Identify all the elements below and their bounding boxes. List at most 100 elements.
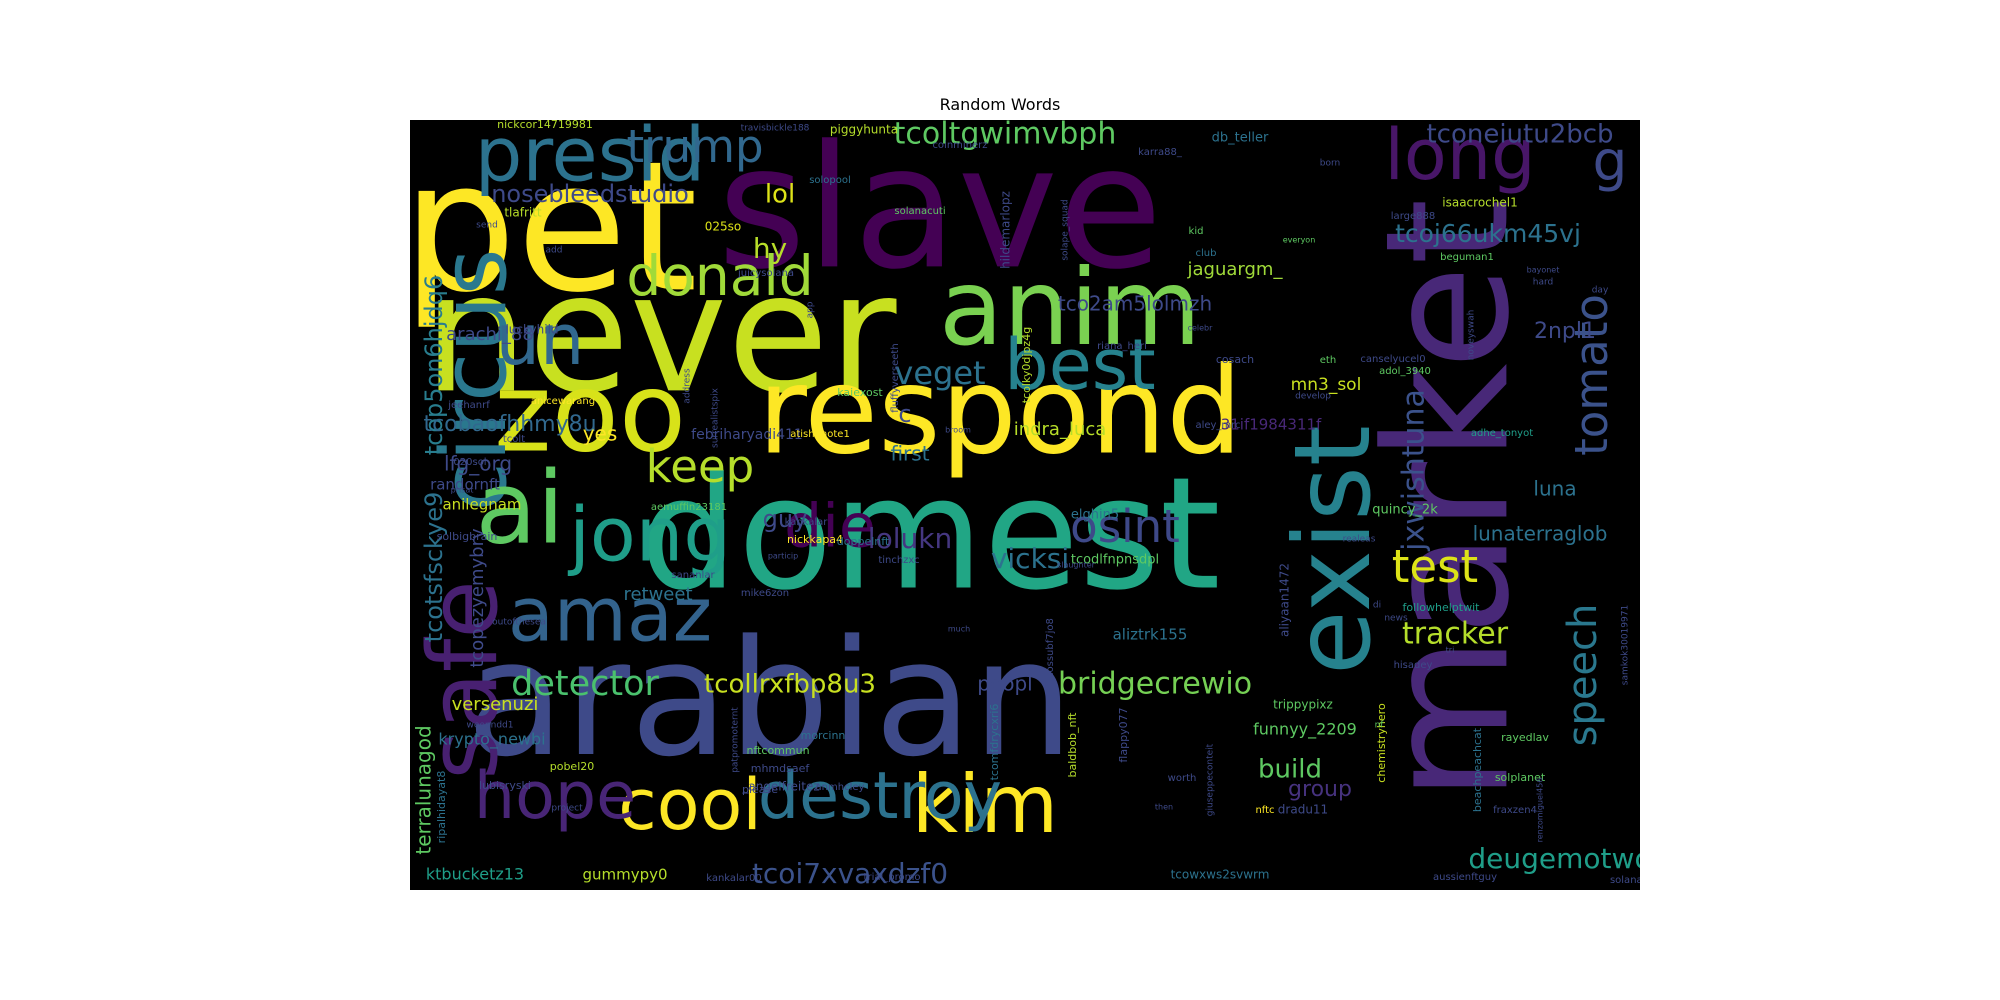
word-sananlar: sananlar <box>671 570 715 581</box>
word-gummypy0: gummypy0 <box>582 866 667 884</box>
word-kankalar00: kankalar00 <box>706 873 762 884</box>
word-lunaterraglob: lunaterraglob <box>1473 522 1608 546</box>
word-versenuzi: versenuzi <box>452 694 539 715</box>
word-tcolt: tcolt <box>503 434 525 445</box>
word-baldbob_nft: baldbob_nft <box>1066 712 1079 778</box>
word-nftcommun: nftcommun <box>746 744 809 757</box>
word-randornft: randornft <box>430 476 500 494</box>
word-tracker: tracker <box>1402 617 1509 652</box>
word-please: please <box>742 783 778 796</box>
word-dradu11: dradu11 <box>1278 803 1328 817</box>
word-best: best <box>1004 324 1155 406</box>
word-solbigbrain: solbigbrain <box>437 530 498 543</box>
word-tcotsfsckye9: tcotsfsckye9 <box>420 492 448 643</box>
word-hisadey: hisadey <box>1394 660 1433 671</box>
word-solplanet: solplanet <box>1495 771 1546 784</box>
word-hildemarlopz: hildemarlopz <box>999 191 1013 269</box>
word-anilegnam: anilegnam <box>442 496 521 514</box>
word-deugemotwo: deugemotwo <box>1468 842 1640 875</box>
word-aliyaan1472: aliyaan1472 <box>1278 563 1292 637</box>
word-solanakiddo: solanakiddo <box>1610 875 1640 886</box>
word-piggyhunta: piggyhunta <box>830 123 898 137</box>
word-indra_luca: indra_luca <box>1014 419 1107 440</box>
word-die: die <box>784 492 876 562</box>
word-tomato: tomato <box>1565 294 1618 456</box>
word-amaz: amaz <box>508 571 712 659</box>
word-much: much <box>948 625 970 634</box>
word-doppelnft: doppelnft <box>837 535 890 548</box>
word-tcopezyemybrv: tcopezyemybrv <box>467 528 488 668</box>
word-slaughter: slaughter <box>1057 561 1096 570</box>
word-tcomfdrycxri6: tcomfdrycxri6 <box>988 704 1001 781</box>
word-coinminerz: coinminerz <box>932 140 987 151</box>
word-jeehanrf: jeehanrf <box>447 400 490 411</box>
word-add: add <box>546 246 563 256</box>
word-luckyhild: luckyhild <box>505 323 558 337</box>
word-mike6zon: mike6zon <box>741 588 789 599</box>
word-broom: broom <box>945 426 971 435</box>
word-quincy_2k: quincy_2k <box>1372 503 1438 518</box>
word-tcop5on6hjdq6: tcop5on6hjdq6 <box>420 275 448 456</box>
word-luna: luna <box>1533 477 1576 501</box>
word-mhmdsaef: mhmdsaef <box>751 762 811 775</box>
word-anicewarang: anicewarang <box>531 396 595 407</box>
word-cool: cool <box>618 764 762 846</box>
word-bridgecrewio: bridgecrewio <box>1058 667 1252 702</box>
word-tcolky0djpz4g: tcolky0djpz4g <box>1020 327 1033 403</box>
word-arabian: arabian <box>466 605 1073 792</box>
word-atishdhote1: atishdhote1 <box>790 429 850 440</box>
word-build: build <box>1258 755 1322 785</box>
word-adol_3940: adol_3940 <box>1379 366 1431 377</box>
word-noveyswah: noveyswah <box>1467 310 1477 361</box>
word-celebr: celebr <box>1188 324 1214 333</box>
word-beachpeachcat: beachpeachcat <box>1471 727 1484 812</box>
word-particip: particip <box>768 552 798 561</box>
word-beguman1: beguman1 <box>1440 252 1494 263</box>
word-project: project <box>551 804 583 814</box>
word-kaiexost: kaiexost <box>837 386 883 399</box>
word-large888: large888 <box>1391 211 1435 222</box>
word-nickcor14719981: nickcor14719981 <box>497 120 593 131</box>
word-lfg_org: lfg_org <box>444 452 512 476</box>
word-prisat: prisat <box>451 486 474 495</box>
word-solape_squad: solape_squad <box>1061 199 1071 260</box>
word-group: group <box>1288 777 1352 802</box>
word-nickkapa4: nickkapa4 <box>787 533 843 546</box>
word-eth: eth <box>1320 355 1336 366</box>
word-renzomiguel456: renzomiguel456 <box>1536 778 1545 843</box>
word-weenndd1: weenndd1 <box>467 721 514 731</box>
word-send: send <box>476 221 498 231</box>
word-flappy077: flappy077 <box>1117 707 1130 762</box>
word-aussienftguy: aussienftguy <box>1433 872 1497 883</box>
word-tcollrxfbp8u3: tcollrxfbp8u3 <box>704 670 876 700</box>
word-funnyy_2209: funnyy_2209 <box>1253 720 1357 740</box>
word-peopl: peopl <box>977 672 1033 696</box>
word-pet: pet <box>410 123 698 332</box>
word-riana_heri: riana_heri <box>1097 341 1147 352</box>
word-rayedlav: rayedlav <box>1501 731 1549 744</box>
word-juicysolana: juicysolana <box>737 268 794 279</box>
word-arachi_88: arachi_88 <box>446 324 534 345</box>
wordcloud-background <box>410 120 1640 890</box>
word-025so: 025so <box>705 220 742 234</box>
word-hope: hope <box>474 759 636 834</box>
word-vicksi: vicksi <box>991 542 1069 575</box>
word-retweet: retweet <box>623 584 692 605</box>
word-long: long <box>1384 120 1535 196</box>
word-hard: hard <box>1533 278 1553 288</box>
word-travisbickle188: travisbickle188 <box>741 124 810 134</box>
word-chemistryhero: chemistryhero <box>1375 703 1388 783</box>
word-day: day <box>1592 286 1609 296</box>
word-_angelfreitez: _angelfreitez <box>741 780 819 794</box>
word-giuseppeconteit: giuseppeconteit <box>1206 743 1216 816</box>
word-canselyucel0: canselyucel0 <box>1360 354 1425 365</box>
word-mn3_sol: mn3_sol <box>1291 375 1362 395</box>
word-hy: hy <box>753 232 787 265</box>
word-presid: presid <box>475 120 705 199</box>
word-adhe_tonyot: adhe_tonyot <box>1471 428 1533 439</box>
word-ai: ai <box>475 449 564 566</box>
word-tco2am5lolmzh: tco2am5lolmzh <box>1058 292 1212 316</box>
word-tlafritt: tlafritt <box>504 206 542 220</box>
word-slave: slave <box>717 120 1162 307</box>
